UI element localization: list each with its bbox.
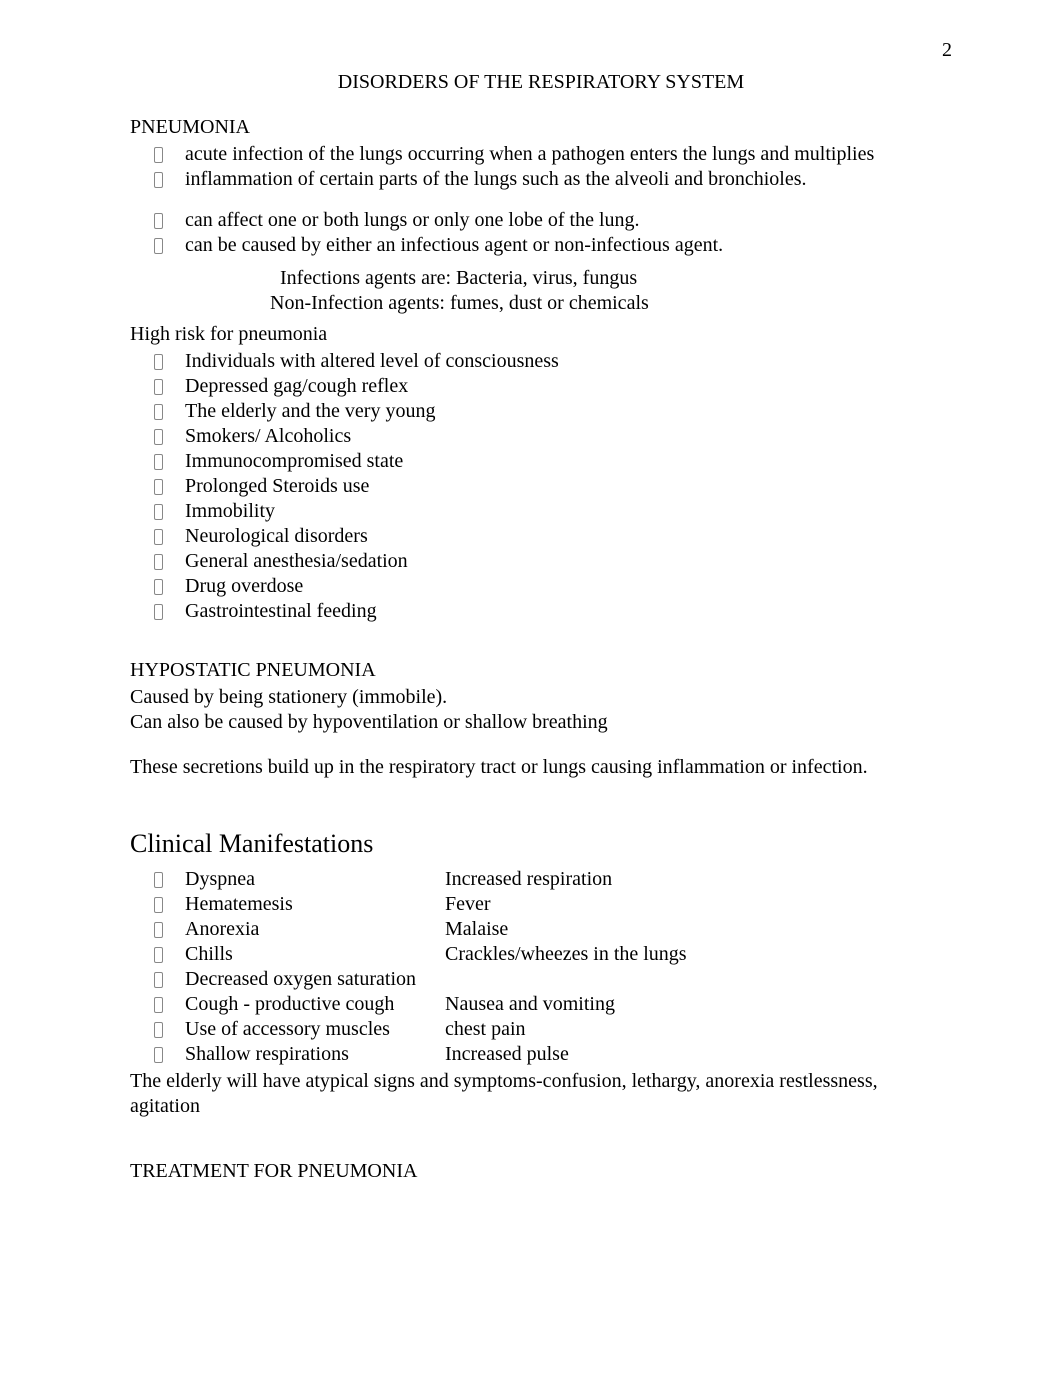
document-page: 2 DISORDERS OF THE RESPIRATORY SYSTEM PN… bbox=[0, 0, 1062, 1376]
list-item-text: Drug overdose bbox=[185, 575, 303, 597]
pneumonia-heading: PNEUMONIA bbox=[130, 115, 952, 140]
list-item: Hematemesis Fever bbox=[130, 892, 952, 917]
hypostatic-heading: HYPOSTATIC PNEUMONIA bbox=[130, 658, 952, 683]
list-item: Immunocompromised state bbox=[130, 449, 952, 474]
list-item: inflammation of certain parts of the lun… bbox=[130, 167, 952, 192]
clinical-left: Use of accessory muscles bbox=[185, 1017, 445, 1042]
list-item-text: Immobility bbox=[185, 500, 275, 522]
list-item: Decreased oxygen saturation bbox=[130, 967, 952, 992]
list-item: Chills Crackles/wheezes in the lungs bbox=[130, 942, 952, 967]
high-risk-list: Individuals with altered level of consci… bbox=[130, 349, 952, 624]
list-item: General anesthesia/sedation bbox=[130, 549, 952, 574]
list-item: The elderly and the very young bbox=[130, 399, 952, 424]
list-item: Drug overdose bbox=[130, 574, 952, 599]
list-item-text: Smokers/ Alcoholics bbox=[185, 425, 351, 447]
clinical-left: Anorexia bbox=[185, 917, 445, 942]
list-item-text: inflammation of certain parts of the lun… bbox=[185, 168, 807, 190]
clinical-right: Nausea and vomiting bbox=[445, 992, 952, 1017]
list-item: can be caused by either an infectious ag… bbox=[130, 233, 952, 258]
list-item: Immobility bbox=[130, 499, 952, 524]
clinical-right: Increased respiration bbox=[445, 867, 952, 892]
pneumonia-subline: Infections agents are: Bacteria, virus, … bbox=[130, 266, 952, 291]
list-item-text: Prolonged Steroids use bbox=[185, 475, 369, 497]
list-item: Shallow respirations Increased pulse bbox=[130, 1042, 952, 1067]
clinical-right bbox=[445, 967, 952, 992]
list-item: Individuals with altered level of consci… bbox=[130, 349, 952, 374]
list-item: Use of accessory muscles chest pain bbox=[130, 1017, 952, 1042]
hypostatic-paragraph: These secretions build up in the respira… bbox=[130, 755, 952, 780]
list-item-text: Gastrointestinal feeding bbox=[185, 600, 377, 622]
list-item: Smokers/ Alcoholics bbox=[130, 424, 952, 449]
list-item: Cough - productive cough Nausea and vomi… bbox=[130, 992, 952, 1017]
clinical-left: Cough - productive cough bbox=[185, 992, 445, 1017]
pneumonia-bullets: acute infection of the lungs occurring w… bbox=[130, 142, 952, 192]
clinical-left: Chills bbox=[185, 942, 445, 967]
list-item-text: Neurological disorders bbox=[185, 525, 368, 547]
clinical-right: Malaise bbox=[445, 917, 952, 942]
page-number: 2 bbox=[942, 38, 952, 63]
page-title: DISORDERS OF THE RESPIRATORY SYSTEM bbox=[130, 70, 952, 95]
list-item-text: Depressed gag/cough reflex bbox=[185, 375, 408, 397]
list-item: Gastrointestinal feeding bbox=[130, 599, 952, 624]
list-item: Prolonged Steroids use bbox=[130, 474, 952, 499]
hypostatic-line: Caused by being stationery (immobile). bbox=[130, 685, 952, 710]
list-item-text: Immunocompromised state bbox=[185, 450, 403, 472]
list-item: Anorexia Malaise bbox=[130, 917, 952, 942]
clinical-heading: Clinical Manifestations bbox=[130, 828, 952, 861]
clinical-right: Fever bbox=[445, 892, 952, 917]
list-item-text: can affect one or both lungs or only one… bbox=[185, 209, 640, 231]
clinical-left: Shallow respirations bbox=[185, 1042, 445, 1067]
clinical-right: chest pain bbox=[445, 1017, 952, 1042]
hypostatic-line: Can also be caused by hypoventilation or… bbox=[130, 710, 952, 735]
treatment-heading: TREATMENT FOR PNEUMONIA bbox=[130, 1159, 952, 1184]
list-item: Neurological disorders bbox=[130, 524, 952, 549]
list-item-text: General anesthesia/sedation bbox=[185, 550, 408, 572]
list-item-text: Individuals with altered level of consci… bbox=[185, 350, 559, 372]
clinical-right: Crackles/wheezes in the lungs bbox=[445, 942, 952, 967]
high-risk-heading: High risk for pneumonia bbox=[130, 322, 952, 347]
clinical-footer: The elderly will have atypical signs and… bbox=[130, 1069, 952, 1119]
clinical-list: Dyspnea Increased respiration Hematemesi… bbox=[130, 867, 952, 1067]
clinical-left: Dyspnea bbox=[185, 867, 445, 892]
clinical-left: Hematemesis bbox=[185, 892, 445, 917]
list-item: Depressed gag/cough reflex bbox=[130, 374, 952, 399]
clinical-left: Decreased oxygen saturation bbox=[185, 967, 445, 992]
list-item-text: The elderly and the very young bbox=[185, 400, 435, 422]
list-item-text: acute infection of the lungs occurring w… bbox=[185, 143, 874, 165]
pneumonia-bullets-2: can affect one or both lungs or only one… bbox=[130, 208, 952, 258]
list-item-text: can be caused by either an infectious ag… bbox=[185, 234, 723, 256]
pneumonia-subline: Non-Infection agents: fumes, dust or che… bbox=[130, 291, 952, 316]
list-item: can affect one or both lungs or only one… bbox=[130, 208, 952, 233]
list-item: Dyspnea Increased respiration bbox=[130, 867, 952, 892]
list-item: acute infection of the lungs occurring w… bbox=[130, 142, 952, 167]
clinical-right: Increased pulse bbox=[445, 1042, 952, 1067]
